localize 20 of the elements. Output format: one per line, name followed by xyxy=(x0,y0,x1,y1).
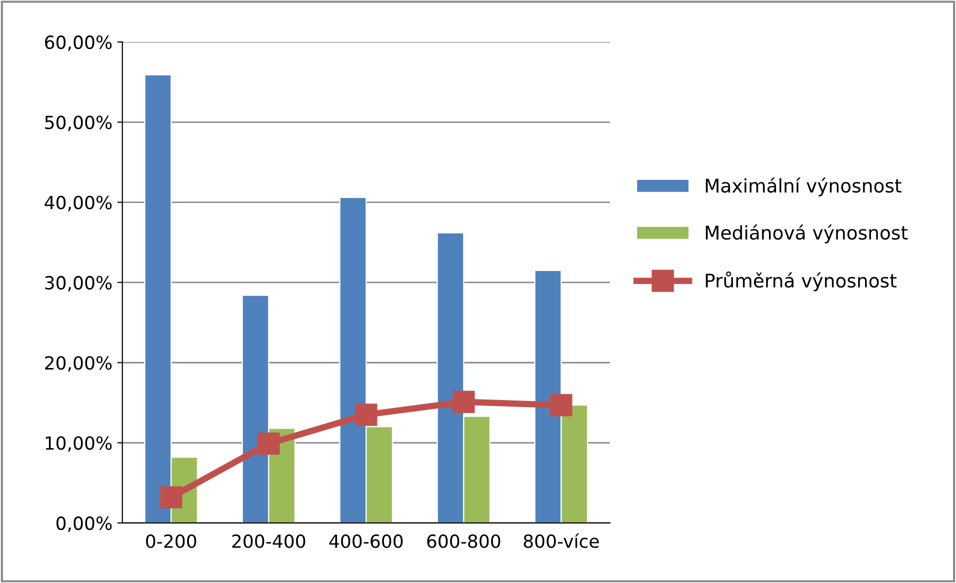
legend-label: Maximální výnosnost xyxy=(706,177,902,196)
y-tick-label: 60,00% xyxy=(45,35,112,51)
y-tick-label: 10,00% xyxy=(46,436,112,452)
point xyxy=(258,432,280,455)
y-tick-label: 20,00% xyxy=(45,356,112,372)
x-tick-label: 200-400 xyxy=(232,534,306,548)
y-tick-label: 50,00% xyxy=(45,116,112,132)
y-tick-label: 40,00% xyxy=(44,196,112,212)
y-tick-label: 30,00% xyxy=(45,276,112,292)
x-tick-label: 0-200 xyxy=(146,534,196,548)
point xyxy=(452,390,475,414)
x-tick-label: 600-800 xyxy=(427,534,500,548)
legend-label: Průměrná výnosnost xyxy=(706,271,896,292)
x-tick-label: 800-více xyxy=(524,533,599,548)
point xyxy=(355,404,378,426)
y-tick-label: 0,00% xyxy=(56,516,112,532)
legend-label: Mediánová výnosnost xyxy=(706,224,908,244)
point xyxy=(550,394,572,416)
x-tick-label: 400-600 xyxy=(329,534,403,548)
point xyxy=(160,486,182,508)
